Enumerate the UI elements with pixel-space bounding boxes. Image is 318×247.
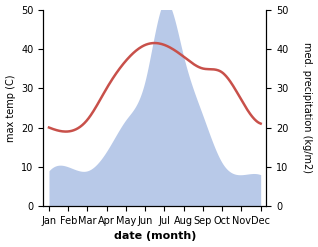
Y-axis label: max temp (C): max temp (C) (5, 74, 16, 142)
Y-axis label: med. precipitation (kg/m2): med. precipitation (kg/m2) (302, 42, 313, 173)
X-axis label: date (month): date (month) (114, 231, 196, 242)
